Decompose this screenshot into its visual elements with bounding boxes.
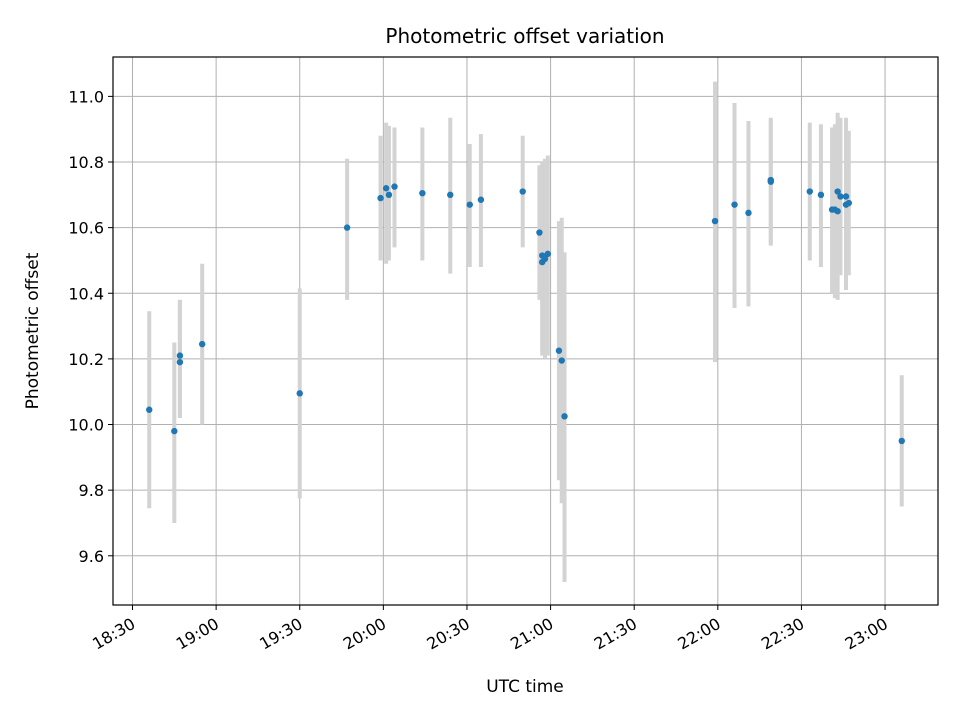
data-point bbox=[731, 201, 738, 208]
data-point bbox=[176, 352, 184, 359]
data-point bbox=[898, 437, 905, 445]
data-point bbox=[296, 390, 303, 397]
data-point bbox=[391, 183, 398, 190]
plot-area bbox=[113, 57, 938, 605]
data-point bbox=[343, 224, 351, 231]
data-points bbox=[146, 176, 905, 445]
data-point bbox=[561, 413, 568, 420]
data-point bbox=[544, 250, 551, 258]
data-point bbox=[466, 201, 473, 208]
data-point bbox=[447, 191, 454, 199]
data-point bbox=[385, 191, 393, 199]
x-axis-label: UTC time bbox=[486, 677, 564, 697]
data-point bbox=[536, 229, 543, 236]
data-point bbox=[817, 191, 825, 199]
y-tick-label: 9.6 bbox=[79, 547, 104, 566]
data-point bbox=[477, 196, 485, 203]
data-point bbox=[555, 347, 563, 354]
data-point bbox=[711, 217, 719, 225]
data-point bbox=[558, 357, 565, 364]
data-point bbox=[767, 176, 774, 184]
data-point bbox=[745, 209, 752, 217]
data-point bbox=[806, 188, 813, 195]
plot-frame bbox=[112, 56, 939, 606]
y-tick-label: 11.0 bbox=[68, 87, 104, 106]
data-point bbox=[845, 199, 853, 207]
data-point bbox=[842, 193, 850, 200]
data-point bbox=[176, 358, 184, 366]
y-tick-label: 10.8 bbox=[68, 153, 104, 172]
data-point bbox=[171, 427, 178, 435]
data-point bbox=[519, 188, 526, 195]
chart-title: Photometric offset variation bbox=[385, 24, 664, 48]
y-tick-label: 10.0 bbox=[68, 416, 104, 435]
data-point bbox=[382, 185, 390, 192]
y-axis-ticks: 9.6 9.8 10.0 10.2 10.4 10.6 10.8 11.0 bbox=[68, 87, 113, 566]
data-point bbox=[834, 188, 841, 195]
data-point bbox=[419, 189, 426, 197]
data-point bbox=[146, 406, 153, 413]
data-point bbox=[541, 255, 549, 263]
data-point bbox=[834, 208, 841, 215]
y-axis-label: Photometric offset bbox=[23, 252, 43, 409]
data-point bbox=[837, 193, 844, 200]
y-tick-label: 10.6 bbox=[68, 219, 104, 238]
grid bbox=[113, 57, 938, 605]
y-tick-label: 9.8 bbox=[79, 481, 104, 500]
y-tick-label: 10.4 bbox=[68, 284, 104, 303]
y-tick-label: 10.2 bbox=[68, 350, 104, 369]
data-point bbox=[377, 194, 384, 202]
data-point bbox=[198, 340, 206, 348]
